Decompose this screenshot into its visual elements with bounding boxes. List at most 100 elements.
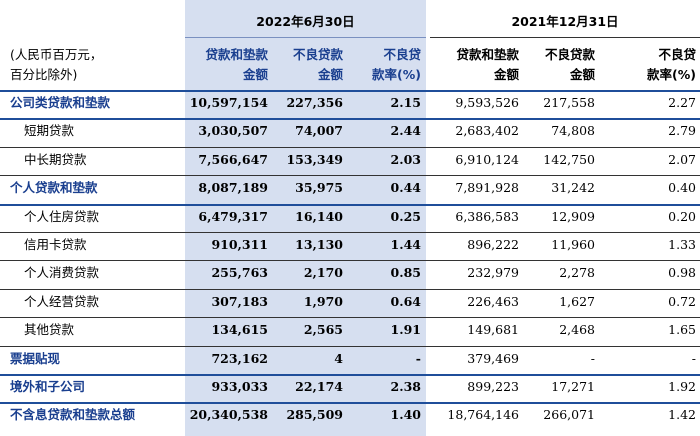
row-label: 个人经营贷款 — [24, 293, 100, 309]
row-value-col-3: 1.44 — [390, 237, 421, 252]
row-value-col-4: 2,683,402 — [455, 123, 519, 139]
row-divider — [0, 402, 700, 404]
row-value-col-6: 1.65 — [668, 322, 696, 338]
row-value-col-1: 10,597,154 — [189, 95, 268, 110]
column-header-5-line1: 不良贷款 — [544, 47, 595, 62]
row-divider — [0, 374, 700, 376]
row-label: 短期贷款 — [24, 123, 75, 139]
row-value-col-2: 16,140 — [295, 208, 343, 224]
row-value-col-6: 0.20 — [668, 208, 696, 224]
row-value-col-5: 31,242 — [551, 180, 595, 196]
column-header-6-line2: 款率(%) — [647, 67, 696, 82]
row-value-col-4: 18,764,146 — [447, 407, 519, 423]
column-header-1-line2: 金额 — [242, 67, 268, 82]
row-value-col-6: 1.33 — [668, 237, 696, 252]
row-value-col-5: 2,468 — [559, 322, 595, 338]
column-header-3-line2: 款率(%) — [372, 67, 421, 82]
row-label: 个人消费贷款 — [24, 265, 100, 281]
column-header-4-line2: 金额 — [493, 67, 519, 82]
row-label: 境外和子公司 — [10, 379, 86, 394]
row-value-col-3: 1.40 — [390, 407, 421, 423]
row-value-col-3: 1.91 — [390, 322, 421, 338]
row-value-col-1: 307,183 — [211, 293, 268, 309]
column-header-1-line1: 贷款和垫款 — [205, 47, 268, 62]
row-value-col-3: 0.25 — [390, 208, 421, 224]
row-value-col-5: 11,960 — [551, 237, 595, 252]
row-label: 个人贷款和垫款 — [10, 180, 98, 196]
row-value-col-2: 74,007 — [295, 123, 343, 139]
row-value-col-2: 2,170 — [303, 265, 343, 281]
row-value-col-2: 35,975 — [295, 180, 343, 196]
row-value-col-5: 12,909 — [551, 208, 595, 224]
row-value-col-1: 8,087,189 — [198, 180, 268, 196]
row-value-col-1: 255,763 — [211, 265, 268, 281]
row-value-col-5: 17,271 — [551, 379, 595, 394]
row-value-col-5: 74,808 — [551, 123, 595, 139]
row-value-col-2: 285,509 — [286, 407, 343, 423]
row-value-col-6: 0.98 — [668, 265, 696, 281]
row-label: 不含息贷款和垫款总额 — [10, 407, 136, 423]
header-divider-current — [185, 37, 426, 38]
row-value-col-1: 3,030,507 — [198, 123, 268, 139]
row-value-col-5: - — [590, 350, 595, 366]
row-value-col-6: - — [691, 350, 696, 366]
row-value-col-3: 0.85 — [390, 265, 421, 281]
period-current-header: 2022年6月30日 — [256, 14, 355, 29]
column-header-4-line1: 贷款和垫款 — [456, 47, 519, 62]
row-value-col-2: 13,130 — [295, 237, 343, 252]
row-value-col-4: 896,222 — [467, 237, 519, 252]
header-bottom-rule — [0, 90, 700, 92]
period-prior-header: 2021年12月31日 — [511, 14, 619, 29]
row-value-col-5: 217,558 — [543, 95, 595, 110]
row-value-col-4: 899,223 — [467, 379, 519, 394]
row-value-col-6: 2.07 — [668, 151, 696, 167]
row-value-col-1: 7,566,647 — [198, 151, 268, 167]
row-value-col-1: 20,340,538 — [189, 407, 268, 423]
row-value-col-2: 1,970 — [303, 293, 343, 309]
row-value-col-5: 266,071 — [543, 407, 595, 423]
row-divider — [0, 289, 700, 290]
header-divider-prior — [430, 37, 700, 38]
unit-note-line1: (人民币百万元， — [10, 47, 103, 62]
row-value-col-1: 6,479,317 — [198, 208, 268, 224]
row-value-col-6: 0.40 — [668, 180, 696, 196]
row-value-col-6: 0.72 — [668, 293, 696, 309]
row-value-col-2: 22,174 — [295, 379, 343, 394]
row-value-col-4: 6,386,583 — [455, 208, 519, 224]
column-header-6-line1: 不良贷 — [658, 47, 696, 62]
row-value-col-1: 910,311 — [211, 237, 268, 252]
row-value-col-3: 0.64 — [390, 293, 421, 309]
row-label: 票据贴现 — [10, 350, 61, 366]
row-value-col-4: 379,469 — [467, 350, 519, 366]
row-divider — [0, 147, 700, 148]
row-divider — [0, 175, 700, 176]
row-value-col-2: 4 — [334, 350, 343, 366]
row-value-col-4: 232,979 — [467, 265, 519, 281]
row-value-col-2: 153,349 — [286, 151, 343, 167]
row-value-col-3: 2.44 — [390, 123, 421, 139]
row-value-col-6: 2.79 — [668, 123, 696, 139]
row-label: 中长期贷款 — [24, 151, 87, 167]
row-value-col-1: 723,162 — [211, 350, 268, 366]
row-value-col-4: 9,593,526 — [455, 95, 519, 110]
row-value-col-6: 1.42 — [668, 407, 696, 423]
unit-note-line2: 百分比除外) — [10, 67, 78, 82]
column-header-2-line2: 金额 — [317, 67, 343, 82]
row-value-col-3: 2.03 — [390, 151, 421, 167]
row-value-col-6: 1.92 — [668, 379, 696, 394]
current-period-shading — [185, 0, 426, 436]
row-divider — [0, 232, 700, 233]
row-value-col-2: 227,356 — [286, 95, 343, 110]
row-value-col-3: 0.44 — [390, 180, 421, 196]
row-value-col-4: 149,681 — [467, 322, 519, 338]
row-value-col-3: - — [415, 350, 421, 366]
row-divider — [0, 317, 700, 318]
row-label: 公司类贷款和垫款 — [10, 95, 111, 110]
row-value-col-4: 7,891,928 — [455, 180, 519, 196]
row-value-col-3: 2.15 — [390, 95, 421, 110]
row-divider — [0, 204, 700, 206]
row-value-col-5: 1,627 — [559, 293, 595, 309]
row-label: 个人住房贷款 — [24, 208, 100, 224]
row-value-col-5: 142,750 — [543, 151, 595, 167]
